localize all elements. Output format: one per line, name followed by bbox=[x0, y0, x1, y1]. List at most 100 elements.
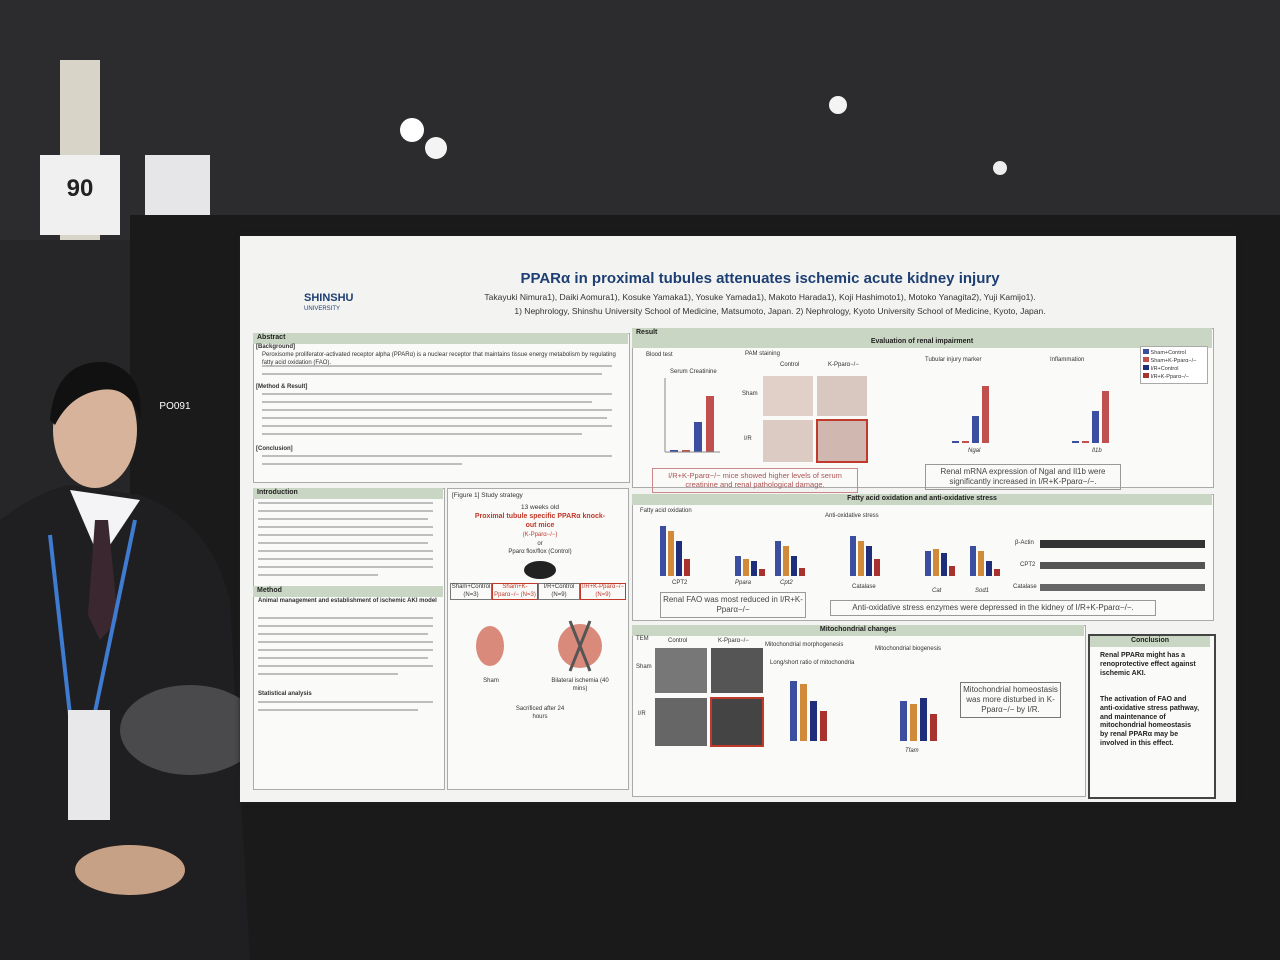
figure-text: 13 weeks old bbox=[521, 504, 559, 511]
legend-text: Sham+K-Pparα−/− bbox=[1150, 357, 1197, 364]
label: Fatty acid oxidation bbox=[640, 508, 692, 514]
subheading: [Background] bbox=[256, 344, 295, 350]
section-heading: Conclusion bbox=[1090, 636, 1210, 647]
label: CPT2 bbox=[1020, 562, 1036, 568]
legend-item: I/R+Control bbox=[1143, 364, 1205, 373]
result-panel bbox=[632, 328, 1214, 488]
caption: I/R+K-Pparα−/− mice showed higher levels… bbox=[652, 468, 858, 493]
label: K-Pparα−/− bbox=[718, 638, 749, 644]
group-box: I/R+Control (N=9) bbox=[538, 583, 580, 600]
poster: SHINSHU UNIVERSITY PPARα in proximal tub… bbox=[240, 236, 1236, 802]
label: Inflammation bbox=[1050, 357, 1085, 363]
hair bbox=[50, 361, 141, 425]
label: Tubular injury marker bbox=[925, 357, 982, 363]
light bbox=[425, 137, 447, 159]
label: Ppara bbox=[735, 580, 752, 586]
label: I/R bbox=[744, 436, 752, 442]
label: β-Actin bbox=[1015, 540, 1034, 546]
label: Catalase bbox=[852, 584, 876, 590]
affiliations: 1) Nephrology, Shinshu University School… bbox=[514, 306, 1046, 316]
booth-sign bbox=[40, 155, 120, 235]
figure-title: [Figure 1] Study strategy bbox=[452, 492, 523, 499]
figure-text: Bilateral ischemia (40 mins) bbox=[551, 678, 609, 692]
logo-sub: UNIVERSITY bbox=[304, 306, 341, 312]
section-heading: Method bbox=[253, 586, 443, 597]
label: Il1b bbox=[1092, 448, 1102, 454]
ceiling bbox=[0, 0, 1280, 240]
result-figures bbox=[664, 376, 868, 463]
subheading: Statistical analysis bbox=[258, 691, 312, 697]
board-id: PO091 bbox=[159, 401, 191, 412]
figure-text: (K-Pparα−/−) bbox=[522, 532, 558, 538]
conclusion-point: Renal PPARα might has a renoprotective e… bbox=[1100, 652, 1196, 677]
conclusion-panel bbox=[1088, 634, 1216, 799]
label: K-Pparα−/− bbox=[828, 362, 859, 368]
figure-text: Sacrificed after 24 hours bbox=[515, 706, 565, 720]
section-heading: Introduction bbox=[253, 488, 443, 499]
abstract-text-lines bbox=[262, 365, 612, 465]
label: Serum Creatinine bbox=[670, 369, 717, 375]
light bbox=[400, 118, 424, 142]
conclusion-point: The activation of FAO and anti-oxidative… bbox=[1100, 696, 1200, 747]
mrna-charts bbox=[952, 386, 1109, 443]
label: CPT2 bbox=[672, 580, 688, 586]
subheading: [Conclusion] bbox=[256, 446, 293, 452]
label: Long/short ratio of mitochondria bbox=[770, 660, 855, 666]
mito-panel bbox=[632, 625, 1086, 797]
label: Catalase bbox=[1013, 584, 1037, 590]
mito-charts bbox=[790, 681, 937, 741]
tem-images bbox=[655, 648, 764, 747]
logo: SHINSHU bbox=[304, 292, 354, 304]
section-heading: Fatty acid oxidation and anti-oxidative … bbox=[632, 494, 1212, 505]
group-box: I/R+K-Pparα−/− (N=9) bbox=[580, 583, 626, 600]
legend: Sham+Control Sham+K-Pparα−/− I/R+Control… bbox=[1140, 346, 1208, 384]
intro-panel bbox=[253, 488, 445, 790]
light bbox=[993, 161, 1007, 175]
label: Cat bbox=[932, 588, 942, 594]
caption: Mitochondrial homeostasis was more distu… bbox=[960, 682, 1061, 718]
figure-text: Pparα flox/flox (Control) bbox=[508, 549, 572, 555]
group-box: Sham+Control (N=3) bbox=[450, 583, 492, 600]
label: Cpt2 bbox=[780, 580, 793, 586]
fao-panel bbox=[632, 494, 1214, 621]
label: TEM bbox=[636, 636, 649, 642]
mouse-icon bbox=[524, 561, 556, 579]
label: Anti-oxidative stress bbox=[825, 513, 879, 519]
section-heading: Mitochondrial changes bbox=[632, 625, 1084, 636]
legend-text: I/R+Control bbox=[1150, 365, 1179, 372]
caption: Renal FAO was most reduced in I/R+K-Ppar… bbox=[660, 592, 806, 618]
label: PAM staining bbox=[745, 351, 780, 357]
badge bbox=[68, 710, 110, 820]
section-heading: Abstract bbox=[253, 333, 628, 344]
figure-text: Sham bbox=[483, 678, 499, 684]
abstract-panel bbox=[253, 333, 630, 483]
legend-text: Sham+Control bbox=[1150, 350, 1186, 356]
figure-text: or bbox=[537, 541, 543, 547]
caption: Anti-oxidative stress enzymes were depre… bbox=[830, 600, 1156, 616]
figure-text: Proximal tubule specific PPARα knock-out… bbox=[474, 513, 606, 529]
legend-item: Sham+Control bbox=[1143, 349, 1205, 357]
label: Control bbox=[780, 362, 800, 368]
poster-title: PPARα in proximal tubules attenuates isc… bbox=[520, 270, 1000, 287]
label: Sod1 bbox=[975, 588, 990, 594]
label: I/R bbox=[638, 711, 646, 717]
subheading: [Method & Result] bbox=[256, 384, 308, 390]
label: Control bbox=[668, 638, 688, 644]
legend-item: Sham+K-Pparα−/− bbox=[1143, 356, 1205, 365]
tie bbox=[88, 520, 118, 640]
caption: Renal mRNA expression of Ngal and Il1b w… bbox=[925, 464, 1121, 490]
western-blot bbox=[1040, 540, 1205, 591]
group-box: Sham+K-Pparα−/− (N=3) bbox=[492, 583, 538, 600]
label: Mitochondrial biogenesis bbox=[875, 646, 942, 652]
light bbox=[829, 96, 847, 114]
fao-charts bbox=[660, 526, 1000, 576]
section-heading: Result bbox=[632, 328, 1212, 339]
legend-text: I/R+K-Pparα−/− bbox=[1150, 373, 1190, 380]
bag bbox=[120, 685, 260, 775]
booth-number: 90 bbox=[66, 175, 94, 202]
intro-text-lines bbox=[258, 502, 433, 711]
hands bbox=[75, 845, 185, 895]
label: Blood test bbox=[646, 352, 673, 358]
label: Mitochondrial morphogenesis bbox=[765, 642, 844, 648]
